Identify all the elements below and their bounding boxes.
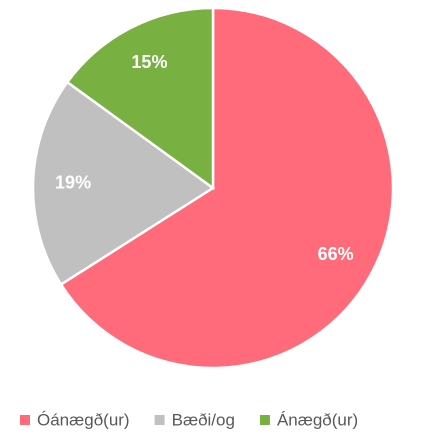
legend-swatch [259,415,270,425]
data-label: 66% [318,244,354,264]
data-label: 19% [55,172,91,192]
legend-swatch [20,415,30,425]
legend-label: Ánægð(ur) [277,410,358,429]
legend-label: Óánægð(ur) [37,410,130,429]
legend-label: Bæði/og [172,410,235,429]
legend-swatch [154,415,165,425]
pie-slice [59,6,395,370]
pie-slice [31,80,216,287]
pie-slice [65,6,215,191]
data-label: 15% [131,52,167,72]
